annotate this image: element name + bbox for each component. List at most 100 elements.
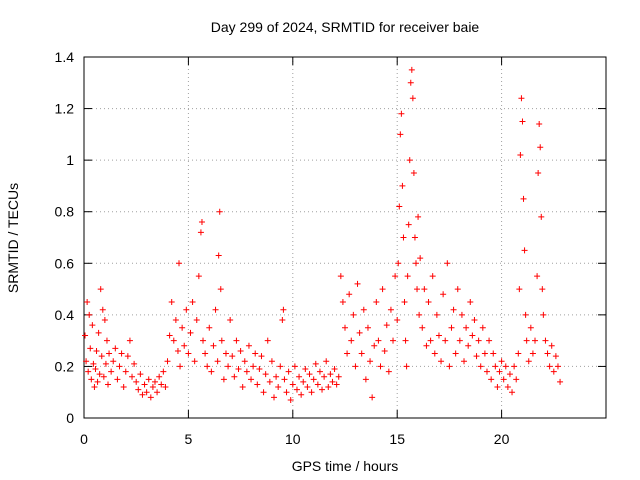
data-point (467, 298, 474, 305)
data-point (421, 286, 428, 293)
data-point (177, 363, 184, 370)
data-point (291, 363, 298, 370)
y-tick-label: 0.8 (55, 204, 75, 220)
data-point (329, 378, 336, 385)
data-point (164, 358, 171, 365)
data-point (469, 332, 476, 339)
data-point (172, 317, 179, 324)
data-point (342, 324, 348, 331)
data-point (504, 384, 511, 391)
data-point (412, 260, 419, 267)
data-point (515, 350, 522, 357)
data-point (87, 345, 94, 352)
data-point (245, 342, 252, 349)
data-point (202, 350, 209, 357)
data-point (217, 286, 224, 293)
data-point (208, 368, 215, 375)
data-point (385, 368, 392, 375)
data-point (285, 368, 292, 375)
data-point (387, 306, 394, 313)
y-axis-label: SRMTID / TECUs (5, 183, 21, 293)
data-point (231, 373, 238, 380)
data-point (339, 298, 346, 305)
data-point (280, 306, 287, 313)
data-point (105, 381, 112, 388)
data-point (310, 376, 317, 383)
data-point (483, 368, 490, 375)
data-point (399, 182, 406, 189)
data-point (254, 381, 261, 388)
data-point (419, 324, 426, 331)
data-point (427, 337, 434, 344)
data-point (406, 157, 413, 164)
data-point (102, 360, 109, 367)
data-point (546, 363, 553, 370)
data-point (279, 317, 286, 324)
data-point (390, 337, 397, 344)
data-point (179, 324, 186, 331)
data-point (414, 286, 421, 293)
data-point (266, 378, 273, 385)
data-point (99, 306, 106, 313)
data-point (335, 373, 342, 380)
data-point (260, 389, 267, 396)
data-point (86, 311, 93, 318)
data-point (306, 371, 313, 378)
data-point (101, 317, 108, 324)
data-point (156, 373, 163, 380)
data-point (523, 337, 530, 344)
data-point (395, 260, 402, 267)
data-point (458, 311, 465, 318)
data-point (401, 298, 408, 305)
data-point (375, 337, 382, 344)
data-point (174, 347, 181, 354)
data-point (518, 95, 525, 102)
data-point (542, 337, 549, 344)
data-point (118, 350, 125, 357)
data-point (258, 353, 265, 360)
data-point (404, 273, 411, 280)
data-point (166, 332, 173, 339)
data-point (383, 322, 390, 329)
data-point (131, 360, 138, 367)
x-tick-label: 20 (494, 431, 510, 447)
y-tick-label: 0.4 (55, 307, 75, 323)
data-point (367, 358, 374, 365)
data-point (452, 350, 459, 357)
data-point (511, 363, 518, 370)
data-point (191, 358, 198, 365)
data-point (227, 317, 234, 324)
data-point (492, 363, 499, 370)
data-point (461, 358, 468, 365)
data-point (92, 366, 99, 373)
data-point (300, 378, 307, 385)
data-point (417, 255, 424, 262)
data-point (114, 376, 121, 383)
data-point (438, 358, 445, 365)
data-point (520, 195, 527, 202)
data-point (539, 286, 546, 293)
data-point (158, 381, 165, 388)
data-points (82, 66, 564, 403)
data-point (519, 118, 526, 125)
data-point (429, 273, 436, 280)
data-point (90, 360, 97, 367)
data-point (496, 368, 503, 375)
data-point (532, 337, 539, 344)
data-point (216, 208, 223, 215)
data-point (229, 353, 236, 360)
data-point (264, 337, 271, 344)
data-point (529, 350, 536, 357)
data-point (410, 170, 417, 177)
data-point (98, 353, 105, 360)
data-point (527, 324, 534, 331)
data-point (215, 252, 222, 259)
data-point (110, 358, 117, 365)
data-point (411, 234, 418, 241)
data-point (446, 363, 453, 370)
data-point (262, 371, 269, 378)
data-point (552, 353, 559, 360)
data-point (298, 391, 305, 398)
data-point (204, 363, 211, 370)
data-point (521, 247, 528, 254)
